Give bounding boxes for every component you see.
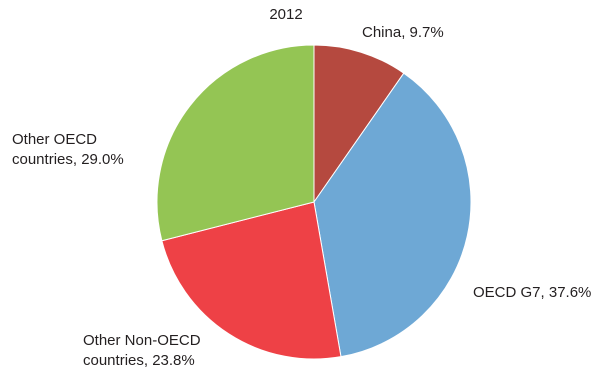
slice-label-other-non-oecd-line-2: countries, 23.8% [83,352,195,369]
slice-label-china-line-1: China, 9.7% [362,24,444,41]
pie-slice-china [313,44,405,204]
pie-slices [156,44,472,360]
slice-label-other-non-oecd-line-1: Other Non-OECD [83,332,201,349]
slice-label-other-oecd: Other OECD countries, 29.0% [12,130,124,170]
slice-label-other-oecd-line-1: Other OECD [12,131,98,148]
pie-slice-other-non-oecd-countries [161,201,342,360]
pie-slice-other-oecd-countries [156,44,315,242]
chart-title: 2012 [269,6,303,23]
pie-slice-oecd-g7 [313,72,472,358]
slice-label-other-oecd-line-2: countries, 29.0% [12,151,124,168]
slice-label-oecd-g7: OECD G7, 37.6% [473,283,591,303]
slice-label-other-non-oecd: Other Non-OECD countries, 23.8% [83,331,201,371]
slice-label-china: China, 9.7% [362,23,444,43]
slice-label-oecd-g7-line-1: OECD G7, 37.6% [473,284,592,301]
